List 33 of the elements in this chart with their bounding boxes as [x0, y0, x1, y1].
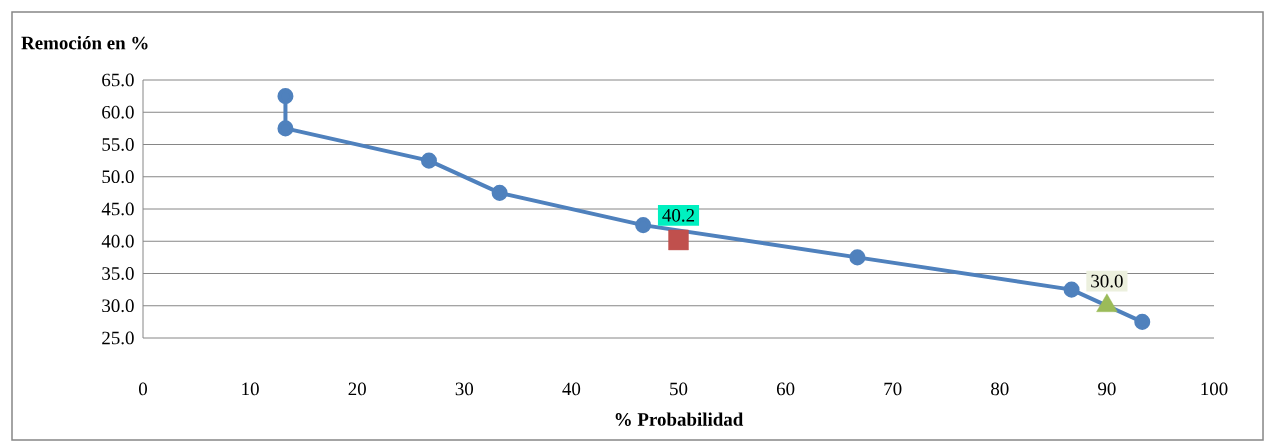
data-label: 30.0 [1091, 274, 1123, 288]
y-tick-label: 55.0 [102, 138, 134, 151]
y-tick-label: 35.0 [102, 267, 134, 280]
point [635, 217, 652, 234]
point [668, 229, 689, 251]
point [849, 249, 866, 266]
x-tick-label: 80 [991, 382, 1009, 396]
x-tick-label: 30 [455, 382, 474, 396]
point [277, 88, 294, 105]
y-axis-title: Remoción en % [21, 36, 148, 50]
y-tick-label: 25.0 [102, 331, 134, 345]
y-tick-label: 65.0 [102, 73, 134, 87]
point [277, 120, 294, 137]
x-tick-label: 100 [1201, 382, 1228, 396]
x-tick-label: 90 [1098, 382, 1116, 396]
point [420, 152, 437, 169]
y-tick-label: 40.0 [101, 234, 134, 248]
point [1134, 313, 1151, 330]
y-tick-label: 30.0 [102, 299, 134, 313]
y-tick-label: 50.0 [102, 170, 134, 184]
x-tick-label: 10 [242, 382, 259, 396]
point [1063, 281, 1080, 298]
x-tick-label: 60 [776, 382, 795, 396]
y-tick-label: 60.0 [102, 105, 134, 119]
x-tick-label: 50 [670, 382, 688, 396]
x-axis-title: % Probabilidad [615, 412, 744, 426]
x-tick-label: 0 [138, 382, 147, 396]
data-label: 40.2 [662, 208, 695, 222]
point [491, 184, 508, 201]
x-tick-label: 40 [562, 382, 581, 396]
x-tick-label: 20 [348, 382, 366, 396]
y-tick-label: 45.0 [101, 202, 134, 216]
x-tick-label: 70 [884, 382, 902, 396]
